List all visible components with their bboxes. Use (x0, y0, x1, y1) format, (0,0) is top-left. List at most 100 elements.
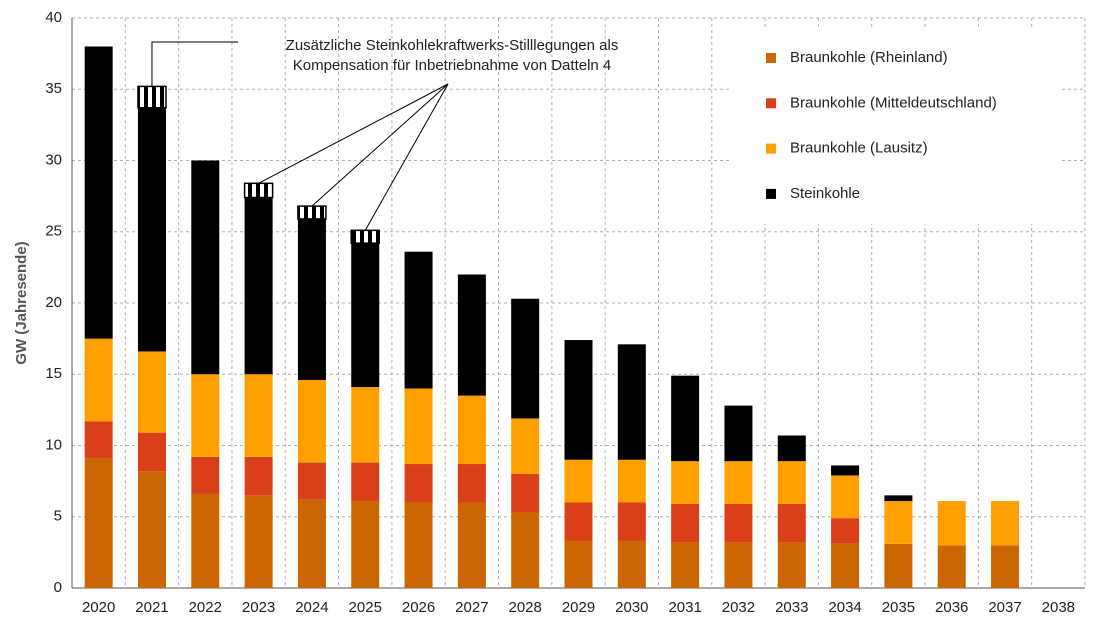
x-tick-label: 2033 (775, 599, 808, 616)
y-tick-label: 35 (45, 80, 62, 97)
bar-segment (244, 456, 273, 496)
x-tick-label: 2037 (988, 599, 1021, 616)
bar-segment (564, 502, 593, 541)
bar-segment (617, 540, 646, 588)
bar-segment (457, 464, 486, 503)
y-axis-label: GW (Jahresende) (13, 241, 30, 364)
bar-segment (671, 503, 700, 543)
bar-segment (351, 462, 380, 502)
x-tick-label: 2036 (935, 599, 968, 616)
bar-segment (191, 160, 220, 375)
bar-segment (457, 395, 486, 465)
x-tick-label: 2020 (82, 599, 115, 616)
x-tick-label: 2024 (295, 599, 328, 616)
bar-segment (351, 501, 380, 588)
bar-segment (991, 545, 1020, 588)
bar-segment (191, 493, 220, 588)
bar-segment (84, 458, 113, 588)
x-tick-label: 2030 (615, 599, 648, 616)
bar-segment (831, 475, 860, 519)
x-tick-label: 2034 (828, 599, 861, 616)
legend-label: Braunkohle (Rheinland) (790, 49, 948, 66)
y-tick-label: 40 (45, 9, 62, 26)
bar-segment (351, 387, 380, 463)
annotation: Kompensation für Inbetriebnahme von Datt… (293, 57, 612, 74)
bar-segment (671, 461, 700, 504)
bar-segment (137, 471, 166, 588)
bar-segment (404, 251, 433, 389)
bar-segment (724, 405, 753, 462)
bar-segment (404, 502, 433, 588)
bar-segment (244, 374, 273, 457)
bar-segment (617, 459, 646, 503)
y-tick-label: 30 (45, 151, 62, 168)
legend-label: Steinkohle (790, 185, 860, 202)
bar-segment (671, 375, 700, 462)
bar-segment (724, 461, 753, 504)
bar-segment (671, 542, 700, 588)
annotation: Zusätzliche Steinkohlekraftwerks-Stillle… (286, 37, 619, 54)
bar-segment (297, 499, 326, 588)
y-tick-label: 15 (45, 365, 62, 382)
bar-segment (991, 501, 1020, 546)
bar-segment (84, 46, 113, 339)
x-tick-label: 2021 (135, 599, 168, 616)
bar-segment (297, 462, 326, 500)
bar-segment (244, 495, 273, 588)
bar-segment (351, 243, 380, 388)
bar-segment (297, 218, 326, 380)
legend-swatch (766, 53, 776, 63)
hatched-segment (137, 85, 167, 109)
legend-box (730, 28, 1060, 224)
x-tick-label: 2029 (562, 599, 595, 616)
bar-segment (884, 495, 913, 502)
bar-segment (884, 501, 913, 544)
legend-label: Braunkohle (Mitteldeutschland) (790, 94, 997, 111)
bar-segment (84, 338, 113, 422)
x-tick-label: 2026 (402, 599, 435, 616)
bar-segment (137, 107, 166, 352)
bar-segment (297, 379, 326, 463)
bar-segment (777, 435, 806, 462)
x-tick-label: 2023 (242, 599, 275, 616)
bar-segment (777, 461, 806, 504)
bar-segment (724, 542, 753, 588)
bar-segment (404, 388, 433, 465)
bar-segment (831, 465, 860, 476)
x-tick-label: 2028 (508, 599, 541, 616)
x-tick-label: 2038 (1042, 599, 1075, 616)
bar-segment (191, 456, 220, 494)
leader-line (364, 83, 449, 231)
x-tick-label: 2035 (882, 599, 915, 616)
x-tick-label: 2032 (722, 599, 755, 616)
legend-swatch (766, 188, 776, 199)
bar-segment (564, 340, 593, 460)
bar-segment (191, 374, 220, 457)
bar-segment (457, 274, 486, 396)
leader-line (151, 41, 238, 87)
y-tick-label: 0 (54, 579, 62, 596)
x-tick-label: 2031 (668, 599, 701, 616)
bar-segment (724, 503, 753, 543)
bar-segment (511, 298, 540, 419)
bar-segment (831, 543, 860, 588)
y-tick-label: 5 (54, 508, 62, 525)
legend-swatch (766, 143, 776, 154)
legend-swatch (766, 98, 776, 109)
bar-segment (84, 421, 113, 459)
y-tick-label: 10 (45, 436, 62, 453)
legend-label: Braunkohle (Lausitz) (790, 140, 928, 157)
hatched-segment (297, 205, 327, 220)
bar-segment (404, 464, 433, 503)
x-tick-label: 2025 (349, 599, 382, 616)
x-tick-label: 2027 (455, 599, 488, 616)
bar-segment (564, 459, 593, 503)
bar-segment (511, 512, 540, 588)
bar-segment (617, 344, 646, 460)
bar-segment (511, 418, 540, 474)
bar-segment (457, 502, 486, 588)
bar-segment (244, 197, 273, 375)
bar-segment (777, 542, 806, 588)
bar-segment (884, 543, 913, 588)
